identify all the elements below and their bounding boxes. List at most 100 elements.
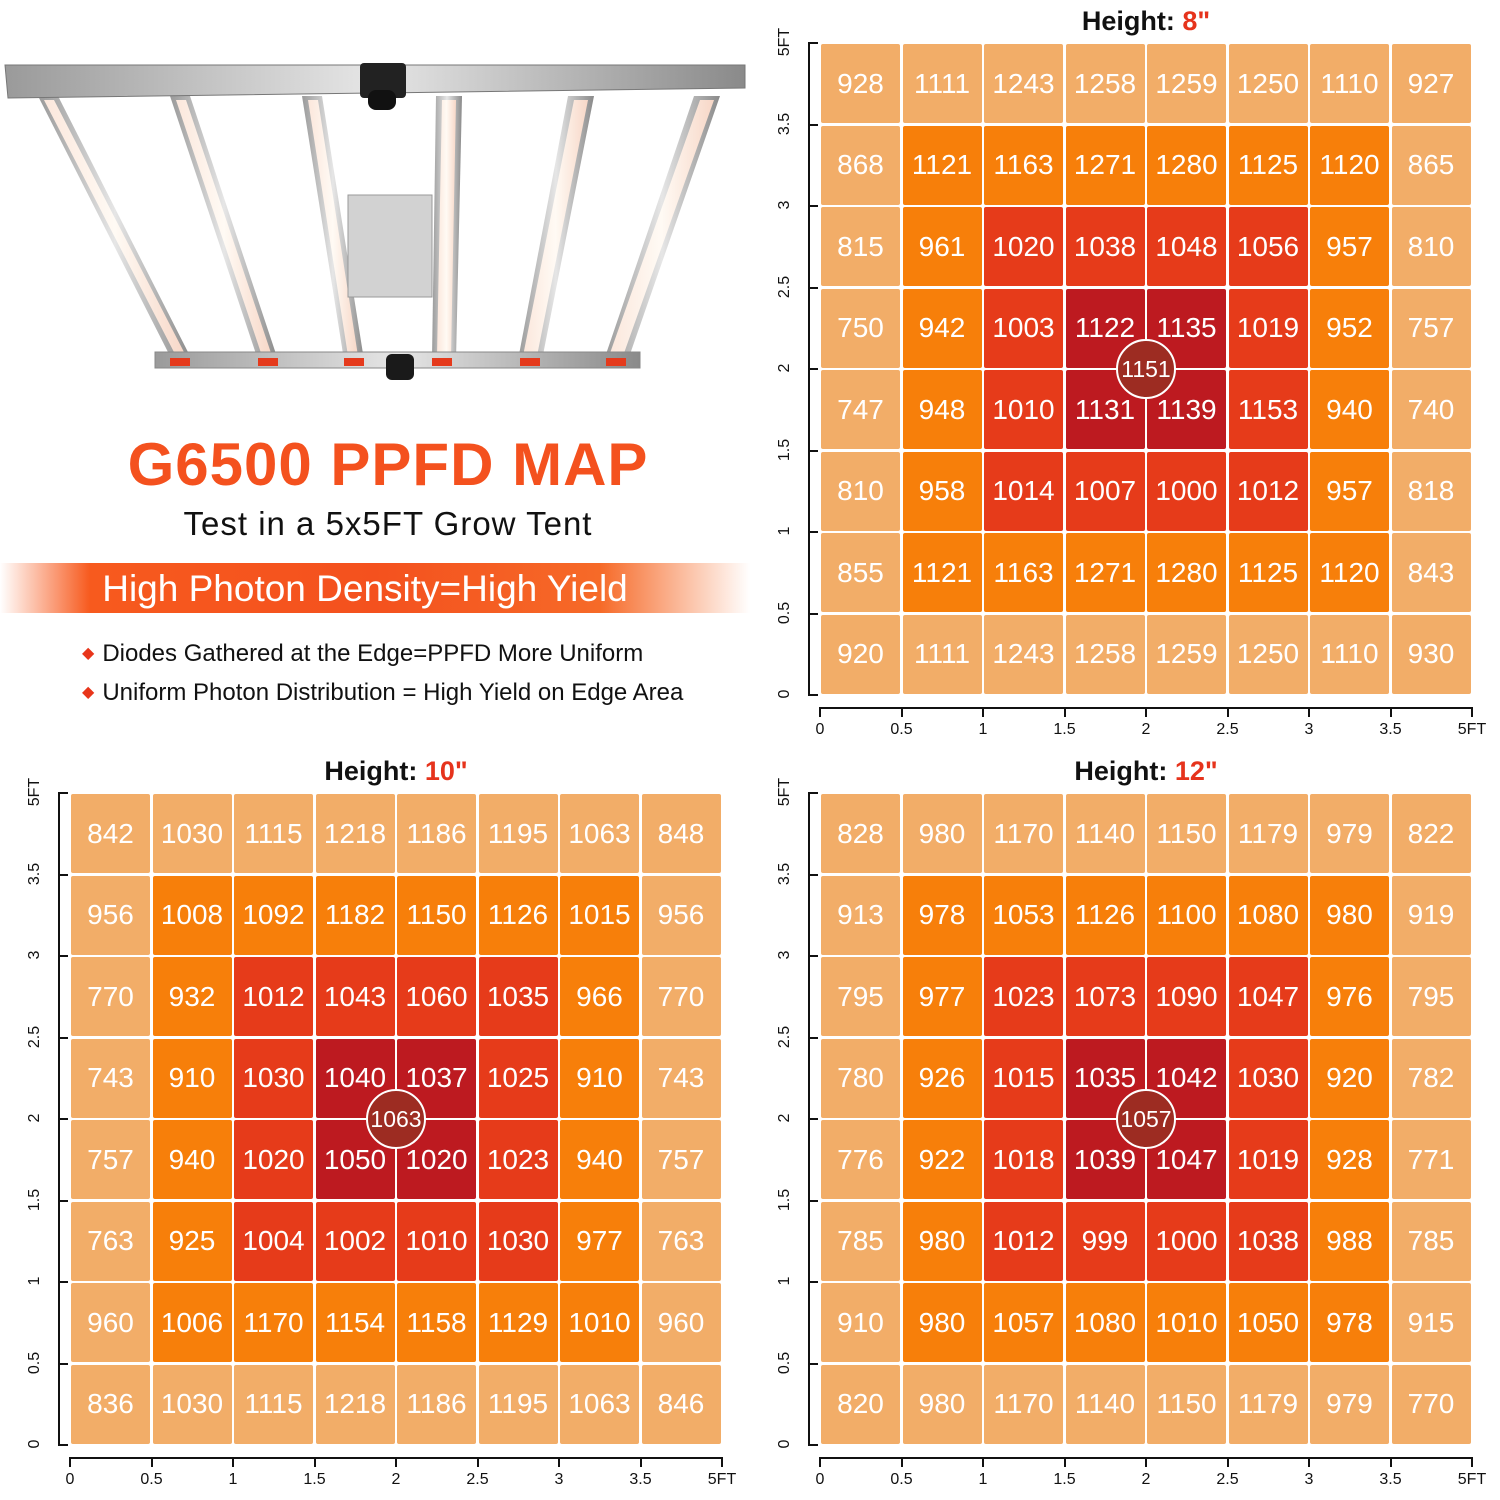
- heatmap-cell: 1150: [397, 875, 476, 955]
- x-tick-label: 0: [65, 1471, 75, 1488]
- x-tick: [1063, 1457, 1066, 1467]
- heatmap-cell: 836: [71, 1364, 150, 1444]
- heatmap-cell: 1019: [1228, 288, 1308, 368]
- y-tick: [808, 792, 818, 794]
- x-tick-label: 1.5: [1053, 1471, 1076, 1488]
- heatmap-cell: 1010: [397, 1201, 476, 1281]
- heatmap-cell: 1280: [1147, 533, 1226, 612]
- heatmap-cell: 757: [1391, 288, 1471, 368]
- heatmap-cell: 1015: [984, 1038, 1063, 1118]
- heatmap-cell: 960: [641, 1283, 721, 1362]
- title-label: Height:: [1081, 6, 1183, 36]
- heatmap-cell: 1259: [1147, 44, 1226, 123]
- x-tick-label: 3.5: [1379, 1471, 1402, 1488]
- x-tick-label: 5FT: [707, 1471, 737, 1488]
- heatmap-cell: 980: [902, 1283, 982, 1362]
- heatmap-cell: 913: [821, 875, 900, 955]
- heatmap-cell: 927: [1391, 44, 1471, 123]
- heatmap-cell: 1163: [984, 125, 1063, 205]
- x-tick: [819, 1457, 821, 1467]
- heatmap-cell: 795: [1391, 957, 1471, 1036]
- heatmap-cell: 1110: [1310, 614, 1389, 694]
- heatmap-cell: 810: [821, 451, 900, 531]
- heatmap-cell: 1115: [234, 1364, 313, 1444]
- heatmap-cell: 1000: [1147, 451, 1226, 531]
- x-tick: [1145, 707, 1147, 717]
- heatmap-cell: 842: [71, 794, 150, 873]
- heatmap-cell: 1080: [1228, 875, 1308, 955]
- heatmap-cell: 922: [902, 1120, 982, 1199]
- y-tick-label: 5FT: [776, 777, 793, 807]
- heatmap-cell: 1120: [1310, 533, 1389, 612]
- heatmap-cell: 925: [152, 1201, 232, 1281]
- heatmap-cell: 1092: [234, 875, 313, 955]
- heatmap-cell: 743: [641, 1038, 721, 1118]
- heatmap-cell: 1056: [1228, 207, 1308, 286]
- x-tick-label: 2: [1141, 721, 1151, 738]
- heatmap-cell: 1018: [984, 1120, 1063, 1199]
- heatmap-cell: 1182: [315, 875, 395, 955]
- heatmap-cell: 1170: [984, 1364, 1063, 1444]
- heatmap-cell: 1271: [1065, 533, 1145, 612]
- x-tick-label: 1: [978, 721, 988, 738]
- y-tick-label: 3: [776, 200, 793, 210]
- x-tick-label: 0.5: [140, 1471, 163, 1488]
- heatmap-cell: 843: [1391, 533, 1471, 612]
- heatmap-cell: 988: [1310, 1201, 1389, 1281]
- heatmap-cell: 978: [902, 875, 982, 955]
- x-tick-label: 3: [554, 1471, 564, 1488]
- heatmap-cell: 1111: [902, 44, 982, 123]
- heatmap-cell: 1170: [984, 794, 1063, 873]
- heatmap-cell: 1140: [1065, 1364, 1145, 1444]
- heatmap-cell: 1110: [1310, 44, 1389, 123]
- y-tick: [808, 1199, 818, 1202]
- heatmap-cell: 1186: [397, 794, 476, 873]
- heatmap-cell: 1063: [560, 794, 639, 873]
- y-tick-label: 3.5: [26, 862, 43, 885]
- y-tick-label: 3.5: [776, 112, 793, 135]
- heatmap-cell: 1150: [1147, 1364, 1226, 1444]
- y-tick: [808, 1281, 818, 1283]
- heatmap-cell: 958: [902, 451, 982, 531]
- x-tick: [1145, 1457, 1147, 1467]
- y-tick: [808, 123, 818, 126]
- heatmap-cell: 940: [1310, 370, 1389, 449]
- heatmap-cell: 810: [1391, 207, 1471, 286]
- heatmap-cell: 1038: [1065, 207, 1145, 286]
- y-tick-label: 1: [26, 1276, 43, 1286]
- heatmap-cell: 1280: [1147, 125, 1226, 205]
- heatmap-cell: 1030: [478, 1201, 558, 1281]
- heatmap-cell: 785: [1391, 1201, 1471, 1281]
- y-tick-label: 0: [776, 1439, 793, 1449]
- heatmap-cell: 1179: [1228, 1364, 1308, 1444]
- heatmap-cell: 910: [560, 1038, 639, 1118]
- heatmap-cell: 1008: [152, 875, 232, 955]
- heatmap-cell: 1250: [1228, 614, 1308, 694]
- heatmap-cell: 1218: [315, 794, 395, 873]
- x-tick-label: 1.5: [303, 1471, 326, 1488]
- heatmap-cell: 976: [1310, 957, 1389, 1036]
- heatmap-cell: 1150: [1147, 794, 1226, 873]
- heatmap-cell: 1195: [478, 794, 558, 873]
- heatmap-cell: 1250: [1228, 44, 1308, 123]
- y-tick: [808, 531, 818, 533]
- heatmap-cell: 1243: [984, 614, 1063, 694]
- heatmap-cell: 740: [1391, 370, 1471, 449]
- heatmap-cell: 932: [152, 957, 232, 1036]
- page-subtitle: Test in a 5x5FT Grow Tent: [183, 505, 593, 542]
- heatmap-cell: 956: [641, 875, 721, 955]
- heatmap-cell: 770: [71, 957, 150, 1036]
- y-tick: [58, 1199, 68, 1202]
- y-tick: [808, 368, 818, 370]
- heatmap-cell: 820: [821, 1364, 900, 1444]
- x-tick-label: 2: [391, 1471, 401, 1488]
- height-value: 12": [1174, 756, 1218, 786]
- heatmap-cell: 795: [821, 957, 900, 1036]
- x-tick: [1226, 707, 1229, 717]
- y-tick-label: 5FT: [26, 777, 43, 807]
- x-tick: [1471, 1457, 1473, 1467]
- heatmap-cell: 1271: [1065, 125, 1145, 205]
- heatmap-cell: 1060: [397, 957, 476, 1036]
- y-tick: [808, 612, 818, 615]
- heatmap-cell: 978: [1310, 1283, 1389, 1362]
